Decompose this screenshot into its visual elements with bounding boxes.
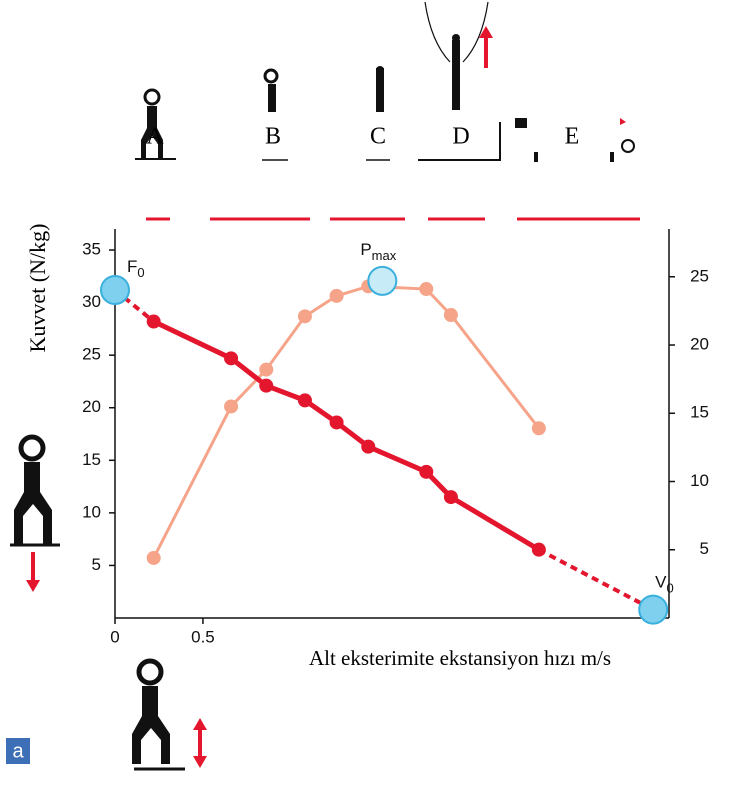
y-tick-label: 5: [92, 555, 101, 574]
data-point: [146, 550, 161, 565]
y-tick-label: 10: [82, 502, 101, 521]
fit-extension: [113, 288, 155, 324]
y-tick-label: 20: [82, 397, 101, 416]
y-tick-label: 15: [82, 450, 101, 469]
key-point-symbol: P: [360, 240, 371, 259]
data-point: [259, 378, 274, 393]
data-point: [297, 309, 312, 324]
phase-label: C: [370, 124, 386, 150]
data-point: [531, 421, 546, 436]
key-point-subscript: 0: [137, 265, 144, 280]
key-point-symbol: V: [655, 573, 667, 592]
key-point-label: Pmax: [360, 240, 396, 263]
y2-tick-label: 25: [690, 266, 709, 285]
y2-tick-label: 20: [690, 335, 709, 354]
panel-box: [6, 738, 30, 764]
data-point: [443, 490, 458, 505]
key-point-label: F0: [127, 257, 145, 280]
data-point: [224, 399, 239, 414]
y-tick-label: 25: [82, 345, 101, 364]
key-point: [100, 274, 130, 305]
data-point: [329, 415, 344, 430]
key-point-subscript: 0: [667, 581, 674, 596]
key-point-label: V0: [655, 573, 674, 596]
phase-label: E: [565, 124, 580, 150]
data-point: [419, 464, 434, 479]
data-point: [531, 542, 546, 557]
phase-label: B: [265, 124, 281, 150]
data-point: [297, 393, 312, 408]
data-point: [443, 307, 458, 322]
data-point: [329, 288, 344, 303]
key-point: [638, 594, 669, 625]
y2-tick-label: 10: [690, 471, 709, 490]
phase-figures: [135, 1, 635, 162]
data-point: [146, 314, 161, 329]
x-tick-label: 0.5: [191, 627, 215, 646]
y2-tick-label: 5: [700, 539, 709, 558]
data-point: [224, 351, 239, 366]
x-axis-title: Alt eksterimite ekstansiyon hızı m/s: [309, 646, 611, 670]
panel-label: a: [12, 740, 24, 762]
y2-tick-label: 15: [690, 403, 709, 422]
side-figures: [10, 434, 207, 771]
y-tick-label: 30: [82, 292, 101, 311]
data-point: [259, 362, 274, 377]
key-point-subscript: max: [372, 248, 397, 263]
y-axis-title: Kuvvet (N/kg): [25, 224, 50, 353]
data-point: [361, 439, 376, 454]
y-tick-label: 35: [82, 240, 101, 259]
fit-extension: [537, 547, 655, 612]
phase-label: D: [452, 124, 469, 150]
key-point-symbol: F: [127, 257, 137, 276]
key-point: [367, 265, 398, 296]
x-tick-label: 0: [110, 627, 119, 646]
phase-label: A: [146, 124, 164, 150]
data-point: [419, 282, 434, 297]
